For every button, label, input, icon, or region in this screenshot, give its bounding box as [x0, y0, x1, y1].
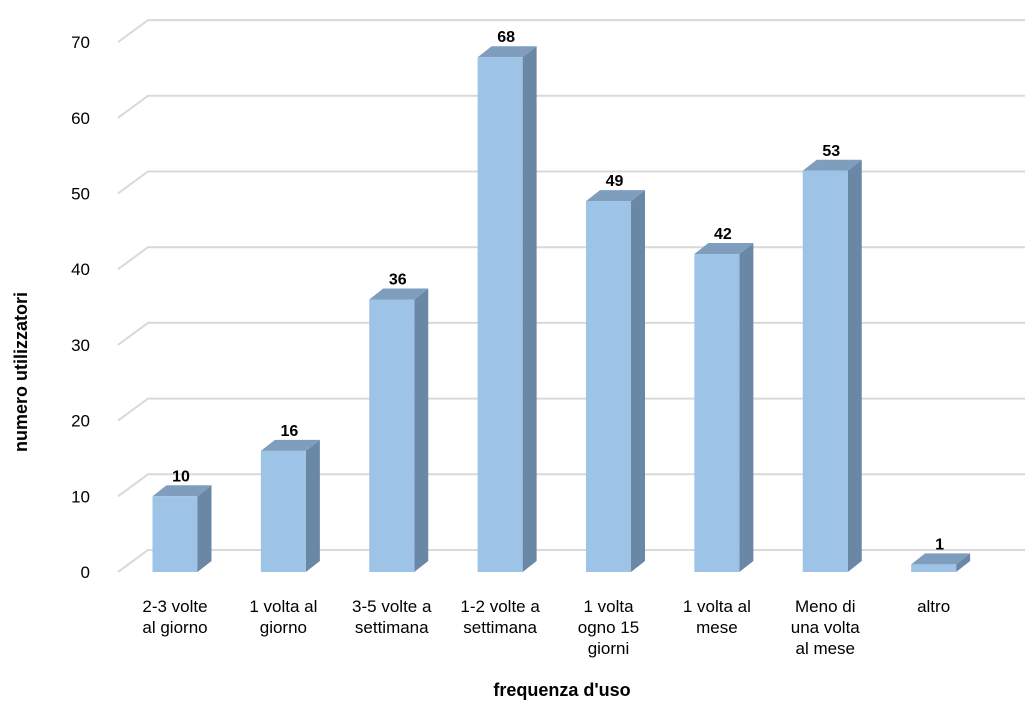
data-labels: 10 16 36 68 49 42 53 1 — [172, 29, 944, 553]
x-category-label: 2-3 volte al giorno — [142, 597, 207, 637]
bar-top — [586, 190, 645, 202]
bar-top — [694, 243, 754, 255]
y-tick-label: 0 — [81, 563, 90, 582]
gridline — [117, 19, 1025, 43]
data-label: 10 — [172, 468, 190, 485]
bar-top — [369, 288, 429, 300]
bar-front — [586, 201, 631, 572]
bar — [260, 439, 320, 572]
gridline — [117, 246, 1025, 271]
bar — [477, 46, 537, 573]
gridline — [117, 321, 1025, 346]
x-category-label: 1 volta al giorno — [249, 597, 317, 637]
y-tick-label: 60 — [71, 109, 90, 128]
bar — [694, 243, 754, 572]
bar-side — [305, 439, 320, 572]
data-label: 53 — [822, 143, 840, 160]
bars — [152, 46, 971, 573]
bar-front — [477, 57, 523, 573]
bar-side — [414, 288, 429, 572]
x-category-label: altro — [917, 597, 950, 616]
y-tick-label: 20 — [71, 412, 90, 431]
gridline — [117, 94, 1025, 119]
gridline — [117, 397, 1025, 422]
x-category-label: 1-2 volte a settimana — [460, 597, 540, 637]
bar — [911, 553, 971, 572]
data-label: 36 — [389, 271, 407, 288]
bar — [369, 288, 429, 572]
bar-side — [847, 159, 862, 573]
bar-top — [911, 553, 971, 565]
data-label: 68 — [497, 29, 515, 46]
bar — [586, 190, 645, 572]
x-category-label: 1 volta al mese — [683, 597, 751, 637]
data-label: 49 — [606, 173, 624, 190]
y-tick-label: 10 — [71, 487, 90, 506]
bar-front — [694, 254, 740, 572]
gridline — [117, 170, 1025, 195]
y-tick-label: 40 — [71, 260, 90, 279]
bar-top — [802, 159, 862, 171]
bar-front — [369, 299, 415, 572]
y-tick-labels: 0 10 20 30 40 50 60 70 — [71, 33, 90, 582]
bar — [152, 485, 212, 572]
gridline — [117, 473, 1025, 498]
bar-side — [956, 553, 971, 572]
bar-side — [522, 46, 537, 573]
y-tick-label: 30 — [71, 336, 90, 355]
y-tick-label: 50 — [71, 185, 90, 204]
gridlines — [117, 19, 1025, 573]
bar-top — [477, 46, 537, 58]
data-label: 16 — [280, 423, 298, 440]
bar-front — [260, 450, 306, 572]
bar-top — [152, 485, 212, 497]
bar-side — [739, 243, 754, 572]
gridline — [117, 549, 1025, 573]
bar-front — [802, 170, 848, 573]
y-tick-label: 70 — [71, 33, 90, 52]
bar-front — [152, 496, 198, 572]
bar-side — [631, 190, 645, 572]
x-category-label: Meno di una volta al mese — [791, 597, 861, 658]
bar-top — [260, 439, 320, 451]
x-category-label: 3-5 volte a settimana — [352, 597, 432, 637]
x-axis-title: frequenza d'uso — [493, 680, 630, 700]
data-label: 42 — [714, 226, 732, 243]
data-label: 1 — [935, 536, 944, 553]
x-category-labels: 2-3 volte al giorno 1 volta al giorno 3-5 vo… — [142, 597, 950, 658]
bar — [802, 159, 862, 573]
x-category-label: 1 volta ogno 15 giorni — [578, 597, 639, 658]
y-axis-title: numero utilizzatori — [11, 292, 31, 452]
bar-front — [911, 564, 957, 572]
bar-side — [197, 485, 212, 572]
